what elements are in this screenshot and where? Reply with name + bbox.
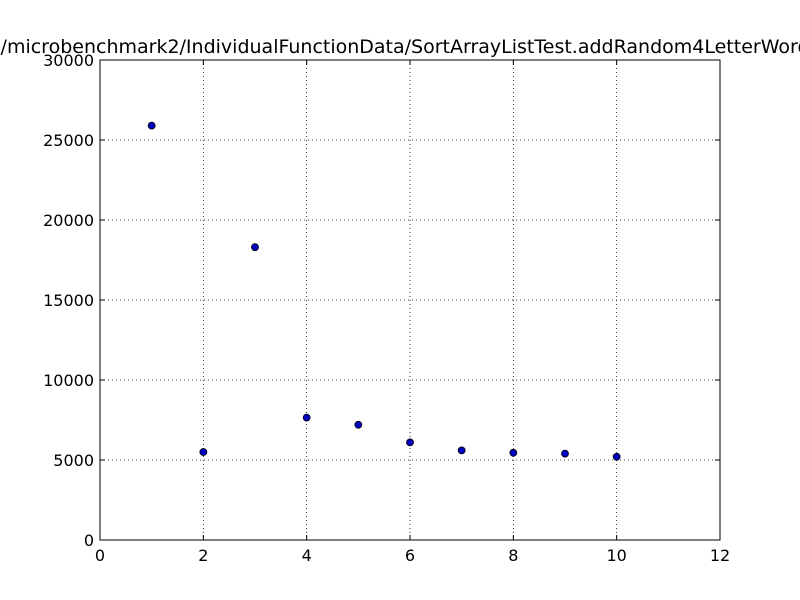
y-tick-label: 10000: [43, 371, 94, 390]
data-point: [147, 121, 156, 130]
x-tick-label: 2: [198, 546, 208, 565]
x-axis: 0 2 4 6 8 10 12: [95, 60, 730, 565]
y-tick-label: 30000: [43, 51, 94, 70]
x-tick-label: 4: [302, 546, 312, 565]
x-tick-label: 6: [405, 546, 415, 565]
data-point: [199, 448, 208, 456]
data-series: [147, 121, 621, 461]
data-point: [561, 449, 569, 458]
data-point: [354, 420, 363, 429]
data-point: [406, 438, 414, 447]
y-tick-label: 20000: [43, 211, 94, 230]
x-tick-label: 12: [710, 546, 730, 565]
data-point: [251, 243, 259, 252]
y-tick-label: 15000: [43, 291, 94, 310]
x-tick-label: 0: [95, 546, 105, 565]
grid: [99, 59, 721, 541]
y-axis: 0 5000 10000 15000 20000 25000 30000: [43, 51, 720, 550]
x-tick-label: 8: [508, 546, 518, 565]
data-point: [509, 448, 518, 457]
data-point: [302, 413, 311, 422]
data-point: [457, 446, 466, 455]
y-tick-label: 25000: [43, 131, 94, 150]
y-tick-label: 0: [84, 531, 94, 550]
data-point: [612, 452, 621, 461]
x-tick-label: 10: [606, 546, 626, 565]
chart-title: /microbenchmark2/IndividualFunctionData/…: [1, 36, 800, 58]
y-tick-label: 5000: [53, 451, 94, 470]
